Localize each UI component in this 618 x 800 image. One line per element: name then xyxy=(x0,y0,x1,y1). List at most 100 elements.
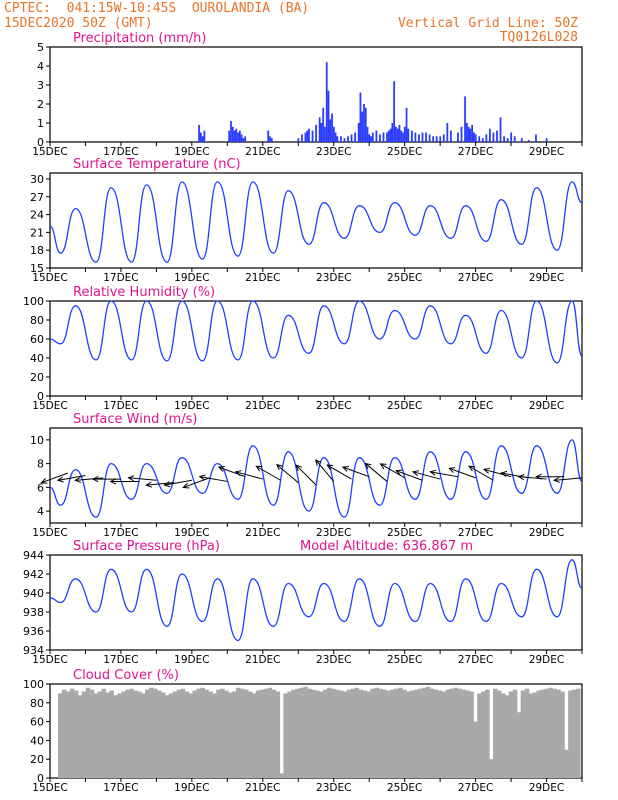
pres-xtick-label: 21DEC xyxy=(245,654,280,666)
wind-arrow-head xyxy=(255,465,263,472)
cloud-bar xyxy=(532,692,538,778)
cloud-ytick-label: 80 xyxy=(30,697,44,710)
cloud-bar xyxy=(394,688,399,778)
wind-arrow-head xyxy=(341,466,349,472)
wind-frame xyxy=(49,427,583,524)
wind-arrow-shaft xyxy=(218,466,246,478)
precip-bar xyxy=(297,138,300,142)
wind-arrow-shaft xyxy=(554,477,583,481)
wind-arrow-shaft xyxy=(128,477,157,481)
cloud-ytick-label: 40 xyxy=(30,734,44,747)
cloud-bar xyxy=(200,687,205,778)
precip-bar xyxy=(386,132,388,142)
wind-xtick-label: 25DEC xyxy=(387,527,422,539)
precip-bar xyxy=(492,132,495,142)
cloud-bar xyxy=(180,688,186,778)
cloud-bar xyxy=(73,690,79,778)
cloud-bar xyxy=(330,688,336,778)
precip-bar xyxy=(405,107,408,142)
cloud-bar xyxy=(374,687,379,778)
precip-bar xyxy=(354,132,357,142)
precip-bar xyxy=(315,124,317,142)
temp-series-line xyxy=(49,181,583,263)
precip-bar xyxy=(478,136,481,142)
precip-bar xyxy=(308,128,310,142)
cloud-bar xyxy=(164,695,170,778)
cloud-bar xyxy=(433,689,439,778)
rh-xtick-label: 23DEC xyxy=(316,400,351,412)
cloud-bar xyxy=(398,687,403,778)
wind-arrow-head xyxy=(127,475,135,482)
precip-bar xyxy=(389,128,392,142)
precip-bar xyxy=(329,119,332,142)
precip-ytick-label: 3 xyxy=(37,79,44,92)
temp-ytick-label: 15 xyxy=(30,262,44,275)
precip-bar xyxy=(301,134,303,142)
temp-xtick-label: 27DEC xyxy=(458,272,493,284)
cloud-bar xyxy=(481,691,486,778)
cloud-ytick-label: 0 xyxy=(37,772,44,785)
wind-arrow-shaft xyxy=(380,463,405,479)
precip-bar xyxy=(350,134,353,142)
precip-bar xyxy=(403,126,406,142)
wind-arrow-head xyxy=(56,476,64,483)
precip-bar xyxy=(198,124,200,142)
temp-xtick-label: 15DEC xyxy=(32,272,67,284)
cloud-bar xyxy=(172,691,178,778)
precip-bar xyxy=(398,124,401,142)
cloud-bar xyxy=(560,691,565,778)
precip-bar xyxy=(228,130,231,142)
cloud-bar xyxy=(342,691,348,778)
cloud-bar xyxy=(350,688,356,778)
header-model-id: TQ0126L028 xyxy=(499,30,578,45)
cloud-bar xyxy=(228,692,233,778)
cloud-bar xyxy=(216,689,221,778)
wind-arrow-shaft xyxy=(256,465,281,481)
wind-arrow-head xyxy=(198,474,206,481)
cloud-bar xyxy=(58,693,63,778)
precip-bar xyxy=(332,126,335,142)
precip-bar xyxy=(467,126,470,142)
rh-xtick-label: 27DEC xyxy=(458,400,493,412)
precip-bar xyxy=(267,130,270,142)
wind-arrow-head xyxy=(395,469,403,476)
precip-bar xyxy=(327,90,330,142)
cloud-ytick-label: 100 xyxy=(23,678,44,691)
cloud-bar xyxy=(255,690,261,778)
cloud-bar xyxy=(469,691,474,778)
cloud-bar xyxy=(477,693,482,778)
cloud-bar xyxy=(307,688,312,778)
cloud-bar xyxy=(417,688,423,778)
precip-bar xyxy=(400,130,403,142)
wind-arrow-shaft xyxy=(199,476,228,482)
cloud-bar xyxy=(322,689,328,778)
cloud-bar xyxy=(473,721,478,778)
cloud-bar xyxy=(500,693,506,778)
cloud-bar xyxy=(235,687,241,778)
precip-bar xyxy=(510,132,513,142)
precip-bar xyxy=(238,130,241,142)
cloud-title: Cloud Cover (%) xyxy=(73,668,179,683)
cloud-bar xyxy=(160,692,166,778)
cloud-bar xyxy=(390,689,395,778)
wind-arrow-shaft xyxy=(365,463,388,482)
cloud-bar xyxy=(232,691,237,778)
cloud-bar xyxy=(429,688,435,778)
cloud-bar xyxy=(568,690,573,778)
precip-ytick-label: 4 xyxy=(37,60,44,73)
precip-bar xyxy=(474,134,477,142)
rh-xtick-label: 21DEC xyxy=(245,400,280,412)
precip-bar xyxy=(270,138,273,142)
precip-bar xyxy=(322,107,325,142)
wind-arrow-head xyxy=(74,476,82,483)
cloud-bar xyxy=(303,686,308,778)
rh-xtick-label: 25DEC xyxy=(387,400,422,412)
pres-ytick-label: 936 xyxy=(23,625,44,638)
wind-ytick-label: 8 xyxy=(37,458,44,471)
precip-bar xyxy=(513,136,516,142)
precip-bar xyxy=(340,136,342,142)
wind-series-line xyxy=(49,439,583,518)
wind-arrow-shaft xyxy=(164,479,192,486)
precip-bar xyxy=(496,130,498,142)
cloud-bar xyxy=(572,689,577,778)
